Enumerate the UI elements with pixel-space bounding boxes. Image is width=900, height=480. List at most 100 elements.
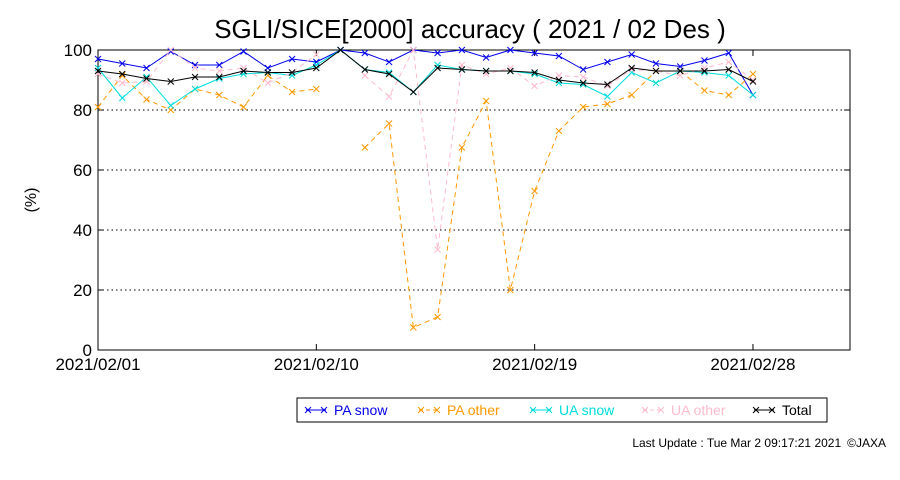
ua-other-point xyxy=(701,64,708,72)
series-total xyxy=(94,46,757,96)
series-ua-other xyxy=(94,46,757,253)
ua-other-point xyxy=(94,70,102,78)
ua-other-line xyxy=(97,49,317,84)
pa-other-point xyxy=(312,85,320,93)
legend-pa-snow-point xyxy=(304,406,312,414)
ua-other-point xyxy=(215,67,223,75)
legend-total-point xyxy=(768,406,776,414)
ua-other-point xyxy=(167,46,175,54)
pa-snow-point xyxy=(507,46,514,54)
pa-snow-point xyxy=(94,55,102,63)
pa-other-point xyxy=(482,97,490,105)
legend-pa-snow-point xyxy=(320,406,328,414)
pa-snow-point xyxy=(143,64,150,72)
total-point xyxy=(118,70,126,78)
y-tick-label: 20 xyxy=(73,281,92,300)
grid-lines xyxy=(98,109,850,291)
ua-snow-point xyxy=(191,85,199,93)
pa-other-point xyxy=(385,120,393,127)
x-tick-label: 2021/02/01 xyxy=(55,355,140,374)
ua-snow-point xyxy=(604,93,611,100)
y-tick-label: 0 xyxy=(83,341,92,360)
pa-other-point xyxy=(434,313,441,321)
pa-other-line xyxy=(97,74,317,111)
total-point xyxy=(191,73,199,81)
y-tick-label: 80 xyxy=(73,101,92,120)
pa-other-point xyxy=(240,103,247,111)
plot-frame xyxy=(97,49,851,351)
pa-other-point xyxy=(749,70,757,78)
pa-other-point xyxy=(555,127,563,135)
ua-other-point xyxy=(482,70,490,78)
last-update-text: Last Update : Tue Mar 2 09:17:21 2021 xyxy=(632,436,842,450)
legend: PA snow PA other UA snow UA other Total xyxy=(296,397,828,423)
legend-ua-other-point xyxy=(641,406,649,414)
total-point xyxy=(507,67,514,75)
pa-snow-point xyxy=(701,57,708,64)
total-point xyxy=(458,66,466,73)
total-point xyxy=(361,66,369,73)
pa-other-point xyxy=(288,88,296,96)
x-axis: 2021/02/01 2021/02/10 2021/02/19 2021/02/28 xyxy=(55,50,796,374)
ua-snow-point xyxy=(434,61,441,69)
ua-other-point xyxy=(361,72,369,79)
ua-snow-point xyxy=(312,61,320,69)
pa-snow-point xyxy=(215,61,223,69)
legend-label: UA other xyxy=(671,402,726,418)
pa-other-point xyxy=(361,144,369,151)
ua-other-point xyxy=(725,58,733,66)
pa-other-point xyxy=(531,187,538,195)
pa-other-point xyxy=(507,286,514,294)
legend-label: PA snow xyxy=(334,402,388,418)
ua-other-point xyxy=(312,51,320,58)
pa-other-point xyxy=(264,72,272,79)
total-point xyxy=(676,67,684,75)
pa-snow-point xyxy=(652,60,660,67)
total-point xyxy=(652,67,660,75)
ua-other-point xyxy=(531,82,538,90)
series-pa-other xyxy=(94,67,757,331)
pa-other-point xyxy=(701,87,708,94)
total-point xyxy=(482,67,490,75)
total-point xyxy=(215,73,223,81)
pa-snow-line xyxy=(97,49,754,96)
total-point xyxy=(725,66,733,73)
pa-snow-point xyxy=(725,49,733,57)
pa-snow-point xyxy=(385,58,393,66)
y-axis: 0 20 40 60 80 100 xyxy=(64,41,850,360)
legend-label: PA other xyxy=(447,402,500,418)
y-tick-label: 100 xyxy=(64,41,92,60)
total-line xyxy=(97,49,754,93)
legend-label: UA snow xyxy=(559,402,615,418)
ua-snow-point xyxy=(385,69,393,76)
total-point xyxy=(240,67,247,75)
total-point xyxy=(579,79,587,87)
total-point xyxy=(264,69,272,76)
total-point xyxy=(94,67,102,75)
legend-item-ua-other: UA other xyxy=(641,402,726,418)
ua-other-point xyxy=(579,73,587,81)
total-point xyxy=(385,70,393,78)
ua-snow-point xyxy=(167,102,175,109)
legend-pa-other-point xyxy=(433,406,441,414)
pa-other-point xyxy=(94,103,102,111)
chart-title: SGLI/SICE[2000] accuracy ( 2021 / 02 Des… xyxy=(214,14,726,44)
ua-other-point xyxy=(118,79,126,87)
total-point xyxy=(701,67,708,75)
ua-snow-point xyxy=(94,64,102,72)
legend-item-ua-snow: UA snow xyxy=(529,402,615,418)
legend-pa-other-point xyxy=(417,406,425,414)
pa-other-point xyxy=(604,100,611,108)
pa-snow-point xyxy=(482,54,490,61)
legend-label: Total xyxy=(782,402,812,418)
total-point xyxy=(628,64,636,72)
total-point xyxy=(555,76,563,84)
pa-snow-point xyxy=(458,46,466,54)
total-point xyxy=(410,88,417,96)
total-point xyxy=(604,81,611,88)
pa-other-point xyxy=(579,103,587,111)
pa-other-point xyxy=(143,96,150,103)
pa-other-line xyxy=(364,70,754,329)
pa-snow-point xyxy=(167,48,175,55)
